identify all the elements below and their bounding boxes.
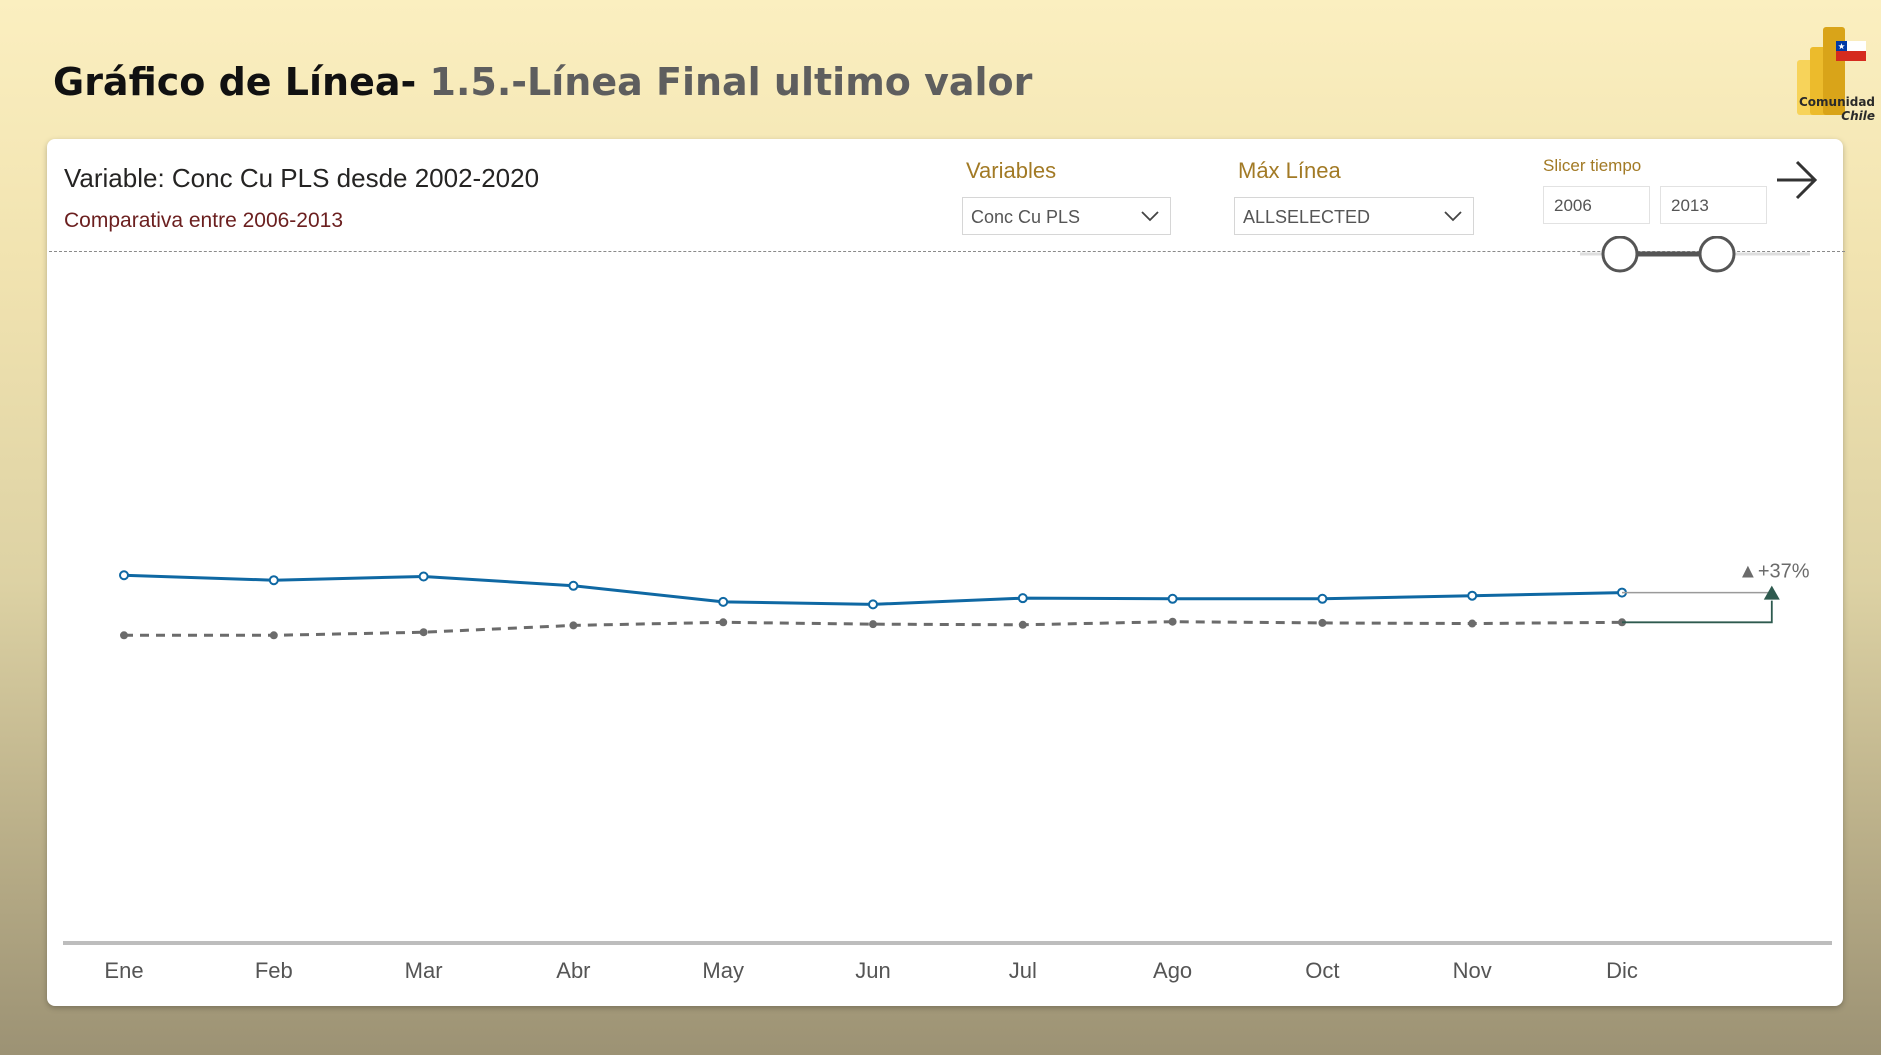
data-point[interactable] (1468, 619, 1477, 628)
chevron-down-icon (1141, 211, 1159, 222)
x-tick-label: Oct (1305, 958, 1339, 983)
year-to-input[interactable]: 2013 (1660, 186, 1767, 224)
variables-label: Variables (966, 158, 1057, 183)
page-title-bold: Gráfico de Línea- (53, 60, 417, 104)
arrow-right-icon[interactable] (1773, 156, 1821, 204)
data-point[interactable] (719, 618, 728, 627)
data-point[interactable] (1018, 620, 1027, 629)
x-tick-label: Jun (855, 958, 890, 983)
data-point[interactable] (1467, 590, 1478, 601)
slider-handle-to[interactable] (1698, 236, 1736, 273)
chart-card (47, 139, 1843, 1006)
x-tick-label: May (702, 958, 744, 983)
data-point[interactable] (268, 575, 279, 586)
data-point[interactable] (1318, 618, 1327, 627)
year-from-value: 2006 (1554, 196, 1592, 215)
data-point[interactable] (418, 571, 429, 582)
delta-arrow-icon (1763, 585, 1780, 600)
slider-handle-from[interactable] (1601, 236, 1639, 273)
time-range-slider[interactable] (1560, 236, 1840, 276)
logo-text-line2: Chile (1841, 109, 1875, 123)
data-point[interactable] (569, 621, 578, 630)
max-linea-dropdown[interactable]: ALLSELECTED (1234, 197, 1474, 235)
data-point[interactable] (568, 580, 579, 591)
x-tick-label: Abr (556, 958, 590, 983)
x-tick-label: Dic (1606, 958, 1638, 983)
max-linea-label: Máx Línea (1238, 158, 1341, 183)
logo-text-line1: Comunidad (1798, 95, 1875, 109)
x-tick-label: Jul (1009, 958, 1037, 983)
header-divider (49, 251, 1845, 252)
slicer-tiempo-label: Slicer tiempo (1543, 156, 1642, 175)
chart-title: Variable: Conc Cu PLS desde 2002-2020 (64, 163, 540, 193)
data-point[interactable] (1017, 593, 1028, 604)
variables-dropdown-value: Conc Cu PLS (971, 207, 1081, 227)
chart-subtitle: Comparativa entre 2006-2013 (64, 209, 344, 232)
data-point[interactable] (1168, 617, 1177, 626)
page-title: Gráfico de Línea- 1.5.-Línea Final ultim… (53, 60, 1032, 104)
annotation-bracket (1622, 600, 1773, 624)
max-linea-dropdown-value: ALLSELECTED (1243, 207, 1371, 227)
series-line-2 (124, 620, 1623, 637)
power-bi-logo-icon (1783, 25, 1873, 125)
x-tick-label: Ago (1153, 958, 1192, 983)
x-tick-label: Feb (255, 958, 293, 983)
delta-label: ▲+37% (1738, 561, 1810, 583)
data-point[interactable] (718, 596, 729, 607)
page-title-rest: 1.5.-Línea Final ultimo valor (416, 60, 1033, 104)
year-from-input[interactable]: 2006 (1543, 186, 1650, 224)
logo-text: Comunidad Chile (1783, 95, 1875, 123)
data-point[interactable] (1317, 593, 1328, 604)
variables-dropdown[interactable]: Conc Cu PLS (962, 197, 1171, 235)
year-to-value: 2013 (1671, 196, 1709, 215)
data-point[interactable] (868, 599, 878, 610)
data-point[interactable] (419, 628, 428, 637)
chevron-down-icon (1444, 211, 1462, 222)
chile-flag-icon (1836, 41, 1866, 61)
x-tick-label: Mar (405, 958, 443, 983)
data-point[interactable] (120, 631, 128, 640)
data-point[interactable] (1167, 593, 1178, 604)
x-tick-label: Nov (1453, 958, 1492, 983)
x-tick-label: Ene (104, 958, 143, 983)
data-point[interactable] (119, 570, 129, 581)
data-point[interactable] (269, 631, 278, 640)
data-point[interactable] (869, 620, 877, 629)
